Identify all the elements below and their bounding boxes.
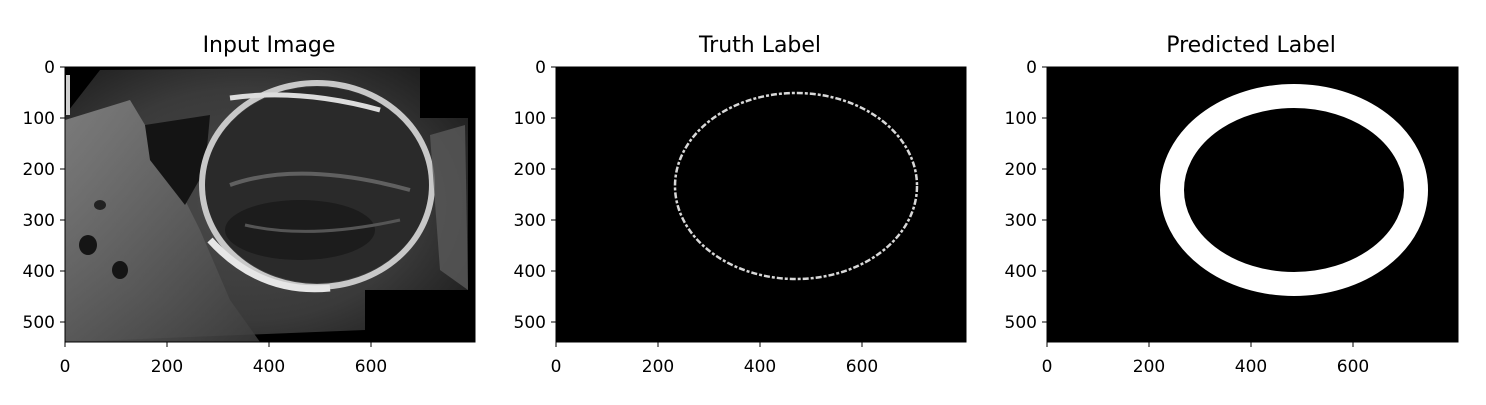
- panel-title: Predicted Label: [1166, 33, 1336, 58]
- y-tick-label: 100: [23, 109, 55, 129]
- y-tick-label: 0: [535, 58, 546, 78]
- x-tick-label: 400: [744, 357, 776, 377]
- y-tick-label: 500: [514, 313, 546, 333]
- x-tick-label: 200: [642, 357, 674, 377]
- panel-input-image: Input Image: [23, 33, 476, 377]
- y-tick-label: 100: [1005, 109, 1037, 129]
- y-tick-label: 200: [514, 160, 546, 180]
- y-axis: 0 100 200 300 400 500: [23, 58, 65, 333]
- y-axis: 0 100 200 300 400 500: [514, 58, 556, 333]
- truth-mask-image: [556, 67, 966, 342]
- y-tick-label: 300: [514, 211, 546, 231]
- y-tick-label: 100: [514, 109, 546, 129]
- x-tick-label: 400: [1235, 357, 1267, 377]
- panel-title: Truth Label: [698, 33, 821, 58]
- x-axis: 0 200 400 600: [1042, 342, 1369, 377]
- y-axis: 0 100 200 300 400 500: [1005, 58, 1047, 333]
- y-tick-label: 200: [1005, 160, 1037, 180]
- y-tick-label: 0: [44, 58, 55, 78]
- panel-predicted-label: Predicted Label 0 100 200 300 400 500 0: [1005, 33, 1459, 377]
- y-tick-label: 300: [23, 211, 55, 231]
- x-tick-label: 600: [1337, 357, 1369, 377]
- y-tick-label: 300: [1005, 211, 1037, 231]
- x-tick-label: 0: [551, 357, 562, 377]
- axes-frame: [64, 66, 476, 343]
- y-tick-label: 200: [23, 160, 55, 180]
- y-tick-label: 400: [23, 262, 55, 282]
- y-tick-label: 0: [1026, 58, 1037, 78]
- ultrasound-image: [65, 67, 475, 342]
- x-tick-label: 400: [253, 357, 285, 377]
- y-tick-label: 500: [23, 313, 55, 333]
- x-tick-label: 600: [846, 357, 878, 377]
- x-tick-label: 200: [1133, 357, 1165, 377]
- x-tick-label: 600: [355, 357, 387, 377]
- panel-truth-label: Truth Label 0 100 200 300 400 500 0: [514, 33, 967, 377]
- x-tick-label: 200: [151, 357, 183, 377]
- axes-frame: [555, 66, 967, 343]
- y-tick-label: 400: [514, 262, 546, 282]
- y-tick-label: 400: [1005, 262, 1037, 282]
- x-axis: 0 200 400 600: [551, 342, 878, 377]
- predicted-mask-image: [1047, 67, 1458, 342]
- x-axis: 0 200 400 600: [60, 342, 387, 377]
- y-tick-label: 500: [1005, 313, 1037, 333]
- panel-title: Input Image: [203, 33, 336, 58]
- x-tick-label: 0: [1042, 357, 1053, 377]
- axes-frame: [1046, 66, 1459, 343]
- x-tick-label: 0: [60, 357, 71, 377]
